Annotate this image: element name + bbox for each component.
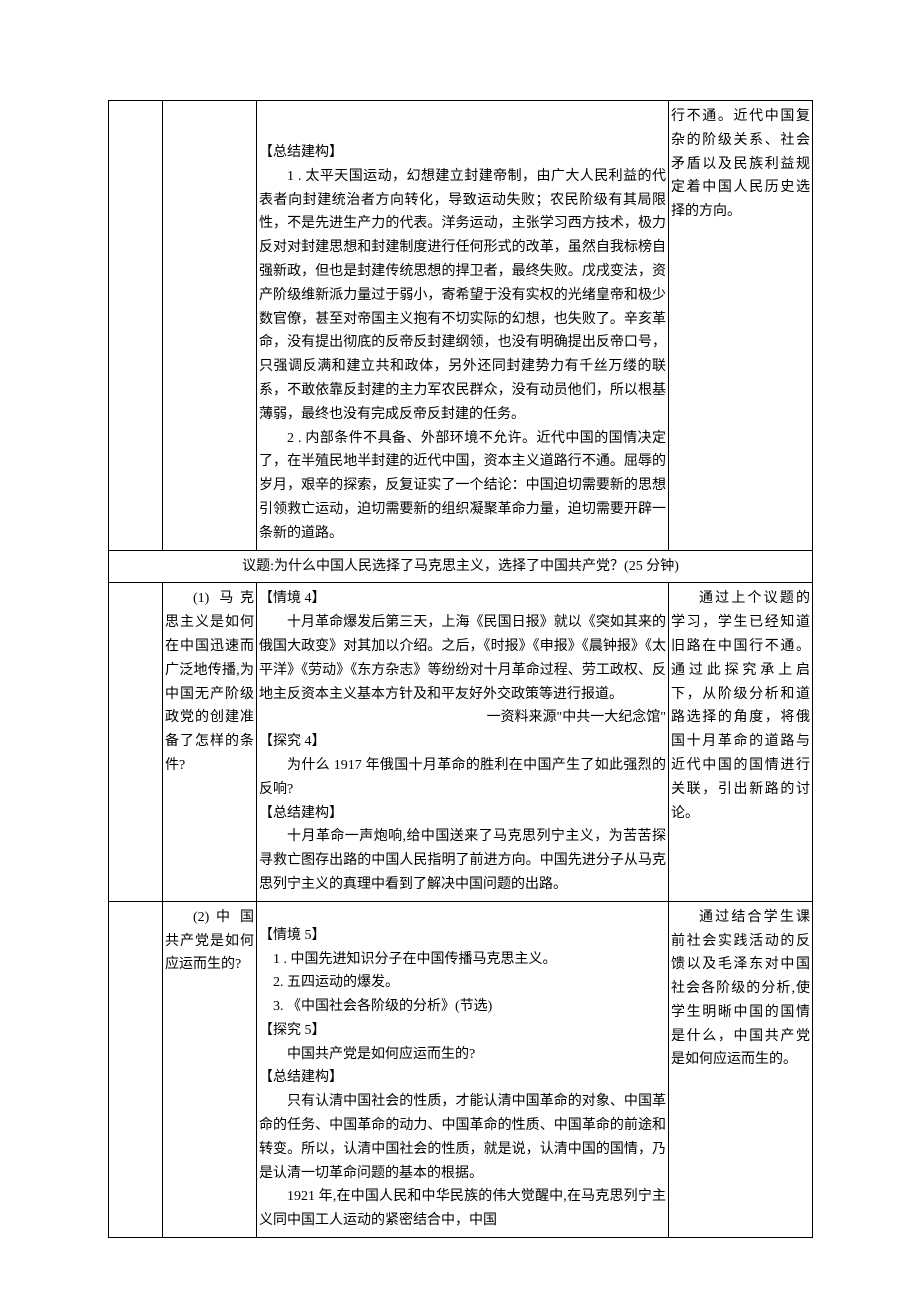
paragraph: 1921 年,在中国人民和中华民族的伟大觉醒中,在马克思列宁主义同中国工人运动的… <box>259 1185 666 1233</box>
paragraph: 2 . 内部条件不具备、外部环境不允许。近代中国的国情决定了，在半殖民地半封建的… <box>259 427 666 546</box>
cell-col4: 行不通。近代中国复杂的阶级关系、社会矛盾以及民族利益规定着中国人民历史选择的方向… <box>669 101 813 551</box>
list-item: 2. 五四运动的爆发。 <box>259 971 666 995</box>
topic-row: 议题:为什么中国人民选择了马克思主义，选择了中国共产党？(25 分钟) <box>109 550 813 583</box>
cell-col3: 【情境 5】 1 . 中国先进知识分子在中国传播马克思主义。 2. 五四运动的爆… <box>257 901 669 1237</box>
topic-cell: 议题:为什么中国人民选择了马克思主义，选择了中国共产党？(25 分钟) <box>109 550 813 583</box>
section-label: 【总结建构】 <box>259 1066 666 1090</box>
list-item: 1 . 中国先进知识分子在中国传播马克思主义。 <box>259 948 666 972</box>
cell-col2 <box>163 101 257 551</box>
source-text: 一资料来源"中共一大纪念馆" <box>259 706 666 730</box>
cell-col1 <box>109 583 163 901</box>
cell-col3: 【总结建构】 1 . 太平天国运动，幻想建立封建帝制，由广大人民利益的代表者向封… <box>257 101 669 551</box>
question-text: (1) 马克思主义是如何在中国迅速而广泛地传播,为中国无产阶级政党的创建准备了怎… <box>165 587 254 777</box>
section-label: 【总结建构】 <box>259 141 666 165</box>
section-label: 【情境 5】 <box>259 924 666 948</box>
note-text: 通过结合学生课前社会实践活动的反馈以及毛泽东对中国社会各阶级的分析,使学生明晰中… <box>671 906 810 1073</box>
section-label: 【探究 5】 <box>259 1019 666 1043</box>
paragraph: 十月革命爆发后第三天，上海《民国日报》就以《突如其来的俄国大政变》对其加以介绍。… <box>259 611 666 706</box>
cell-col2: (1) 马克思主义是如何在中国迅速而广泛地传播,为中国无产阶级政党的创建准备了怎… <box>163 583 257 901</box>
paragraph: 十月革命一声炮响,给中国送来了马克思列宁主义，为苦苦探寻救亡图存出路的中国人民指… <box>259 825 666 896</box>
lesson-plan-table: 【总结建构】 1 . 太平天国运动，幻想建立封建帝制，由广大人民利益的代表者向封… <box>108 100 813 1238</box>
paragraph: 中国共产党是如何应运而生的? <box>259 1043 666 1067</box>
paragraph: 为什么 1917 年俄国十月革命的胜利在中国产生了如此强烈的反响? <box>259 754 666 802</box>
note-text: 通过上个议题的学习，学生已经知道旧路在中国行不通。通过此探究承上启下，从阶级分析… <box>671 587 810 825</box>
paragraph: 1 . 太平天国运动，幻想建立封建帝制，由广大人民利益的代表者向封建统治者方向转… <box>259 165 666 427</box>
section-label: 【探究 4】 <box>259 730 666 754</box>
cell-col1 <box>109 101 163 551</box>
cell-col2: (2) 中 国共产党是如何应运而生的? <box>163 901 257 1237</box>
list-item: 3. 《中国社会各阶级的分析》(节选) <box>259 995 666 1019</box>
cell-col3: 【情境 4】 十月革命爆发后第三天，上海《民国日报》就以《突如其来的俄国大政变》… <box>257 583 669 901</box>
table-row: (2) 中 国共产党是如何应运而生的? 【情境 5】 1 . 中国先进知识分子在… <box>109 901 813 1237</box>
cell-col1 <box>109 901 163 1237</box>
section-label: 【情境 4】 <box>259 587 666 611</box>
cell-col4: 通过上个议题的学习，学生已经知道旧路在中国行不通。通过此探究承上启下，从阶级分析… <box>669 583 813 901</box>
table-row: 【总结建构】 1 . 太平天国运动，幻想建立封建帝制，由广大人民利益的代表者向封… <box>109 101 813 551</box>
table-row: (1) 马克思主义是如何在中国迅速而广泛地传播,为中国无产阶级政党的创建准备了怎… <box>109 583 813 901</box>
paragraph: 只有认清中国社会的性质，才能认清中国革命的对象、中国革命的任务、中国革命的动力、… <box>259 1090 666 1185</box>
cell-col4: 通过结合学生课前社会实践活动的反馈以及毛泽东对中国社会各阶级的分析,使学生明晰中… <box>669 901 813 1237</box>
section-label: 【总结建构】 <box>259 802 666 826</box>
question-text: (2) 中 国共产党是如何应运而生的? <box>165 906 254 977</box>
document-page: 【总结建构】 1 . 太平天国运动，幻想建立封建帝制，由广大人民利益的代表者向封… <box>0 0 920 1278</box>
